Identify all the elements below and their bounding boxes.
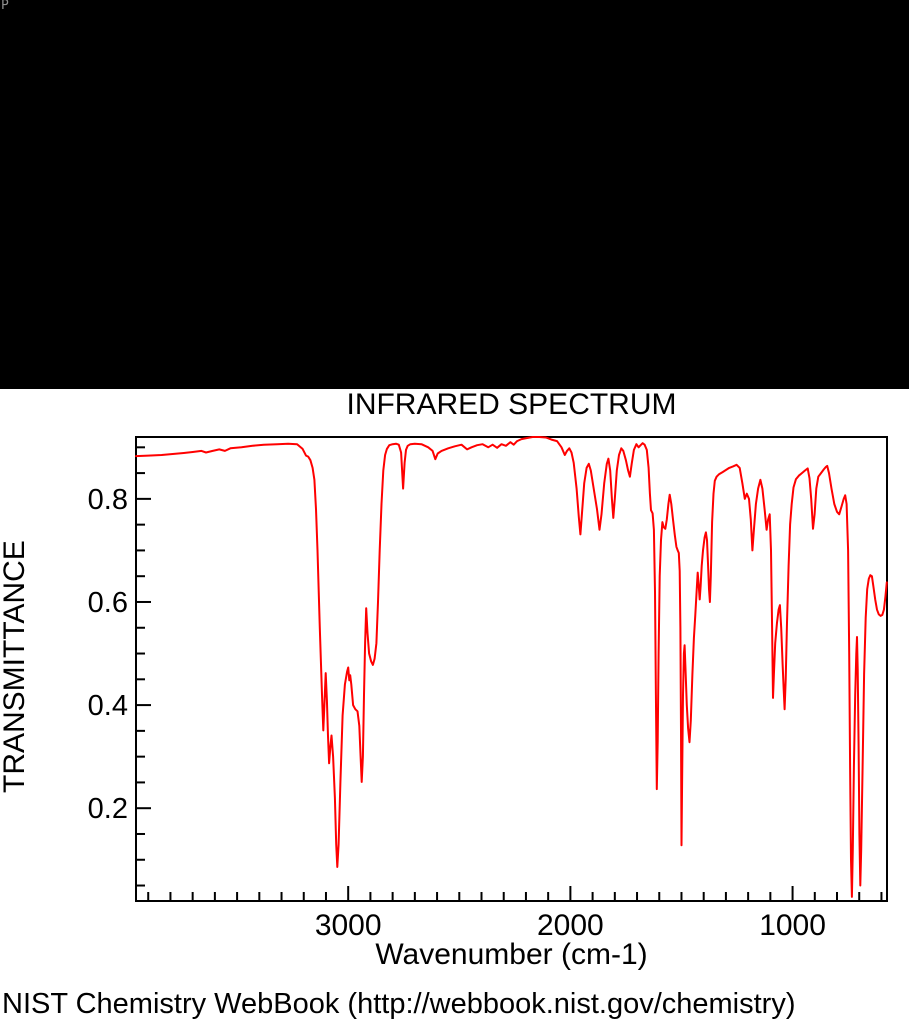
spectrum-line: [135, 436, 888, 898]
spectrum-panel: INFRARED SPECTRUM 3000 2000 1000 0.8 0.6 0.4 0…: [0, 389, 909, 1034]
y-tick-label: 0.2: [88, 793, 128, 825]
x-tick-label: 3000: [315, 909, 382, 942]
chart-title: INFRARED SPECTRUM: [346, 388, 677, 421]
corner-artifact-glyph: P: [1, 0, 9, 13]
y-axis-label: TRANSMITTANCE: [0, 540, 31, 793]
y-tick-label: 0.6: [88, 587, 128, 619]
y-tick-label: 0.8: [88, 484, 128, 516]
x-tick-label: 2000: [537, 909, 604, 942]
source-attribution: NIST Chemistry WebBook (http://webbook.n…: [2, 988, 796, 1020]
structure-image-placeholder: P: [0, 0, 909, 389]
x-axis-label: Wavenumber (cm-1): [375, 938, 648, 971]
x-tick-label: 1000: [759, 909, 826, 942]
y-tick-label: 0.4: [88, 690, 128, 722]
plot-frame: [135, 436, 888, 902]
ir-spectrum-plot: 3000 2000 1000 0.8 0.6 0.4 0.2: [88, 436, 888, 942]
